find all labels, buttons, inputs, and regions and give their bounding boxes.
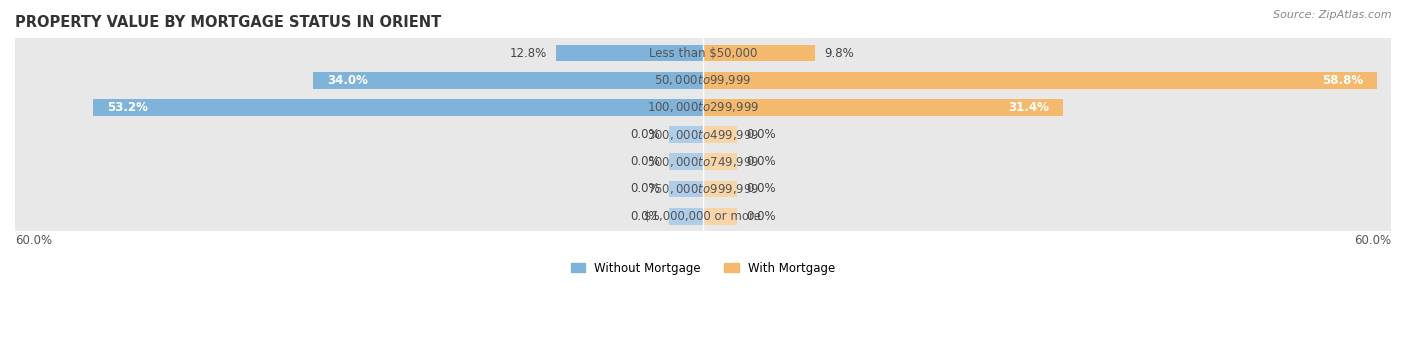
Bar <box>703 126 737 143</box>
Text: Source: ZipAtlas.com: Source: ZipAtlas.com <box>1274 10 1392 20</box>
FancyBboxPatch shape <box>6 87 1400 128</box>
Bar <box>669 180 703 197</box>
Text: 0.0%: 0.0% <box>747 155 776 168</box>
FancyBboxPatch shape <box>6 60 1400 101</box>
Bar <box>314 72 703 89</box>
Text: PROPERTY VALUE BY MORTGAGE STATUS IN ORIENT: PROPERTY VALUE BY MORTGAGE STATUS IN ORI… <box>15 15 441 30</box>
Bar <box>703 180 737 197</box>
Text: 0.0%: 0.0% <box>630 210 659 223</box>
FancyBboxPatch shape <box>6 114 1400 155</box>
FancyBboxPatch shape <box>6 32 1400 74</box>
Bar <box>557 45 703 61</box>
Text: 34.0%: 34.0% <box>326 74 368 87</box>
Text: $500,000 to $749,999: $500,000 to $749,999 <box>647 155 759 169</box>
Text: $750,000 to $999,999: $750,000 to $999,999 <box>647 182 759 196</box>
Text: 58.8%: 58.8% <box>1323 74 1364 87</box>
Bar <box>703 153 737 170</box>
Text: 0.0%: 0.0% <box>630 128 659 141</box>
Text: 0.0%: 0.0% <box>630 182 659 195</box>
Bar <box>703 45 815 61</box>
Text: Less than $50,000: Less than $50,000 <box>648 47 758 60</box>
Text: $50,000 to $99,999: $50,000 to $99,999 <box>654 73 752 87</box>
Legend: Without Mortgage, With Mortgage: Without Mortgage, With Mortgage <box>567 257 839 279</box>
Text: 0.0%: 0.0% <box>747 182 776 195</box>
Text: 0.0%: 0.0% <box>630 155 659 168</box>
Bar <box>669 208 703 225</box>
FancyBboxPatch shape <box>6 168 1400 210</box>
FancyBboxPatch shape <box>6 141 1400 182</box>
Bar <box>93 99 703 116</box>
Text: $100,000 to $299,999: $100,000 to $299,999 <box>647 101 759 115</box>
Bar <box>669 126 703 143</box>
Text: 0.0%: 0.0% <box>747 128 776 141</box>
Text: 60.0%: 60.0% <box>1354 234 1391 247</box>
FancyBboxPatch shape <box>6 195 1400 237</box>
Text: 53.2%: 53.2% <box>107 101 148 114</box>
Bar <box>703 99 1063 116</box>
Text: $1,000,000 or more: $1,000,000 or more <box>644 210 762 223</box>
Text: $300,000 to $499,999: $300,000 to $499,999 <box>647 128 759 142</box>
Bar <box>669 153 703 170</box>
Bar <box>703 72 1378 89</box>
Text: 9.8%: 9.8% <box>824 47 855 60</box>
Text: 12.8%: 12.8% <box>510 47 547 60</box>
Bar <box>703 208 737 225</box>
Text: 31.4%: 31.4% <box>1008 101 1049 114</box>
Text: 60.0%: 60.0% <box>15 234 52 247</box>
Text: 0.0%: 0.0% <box>747 210 776 223</box>
